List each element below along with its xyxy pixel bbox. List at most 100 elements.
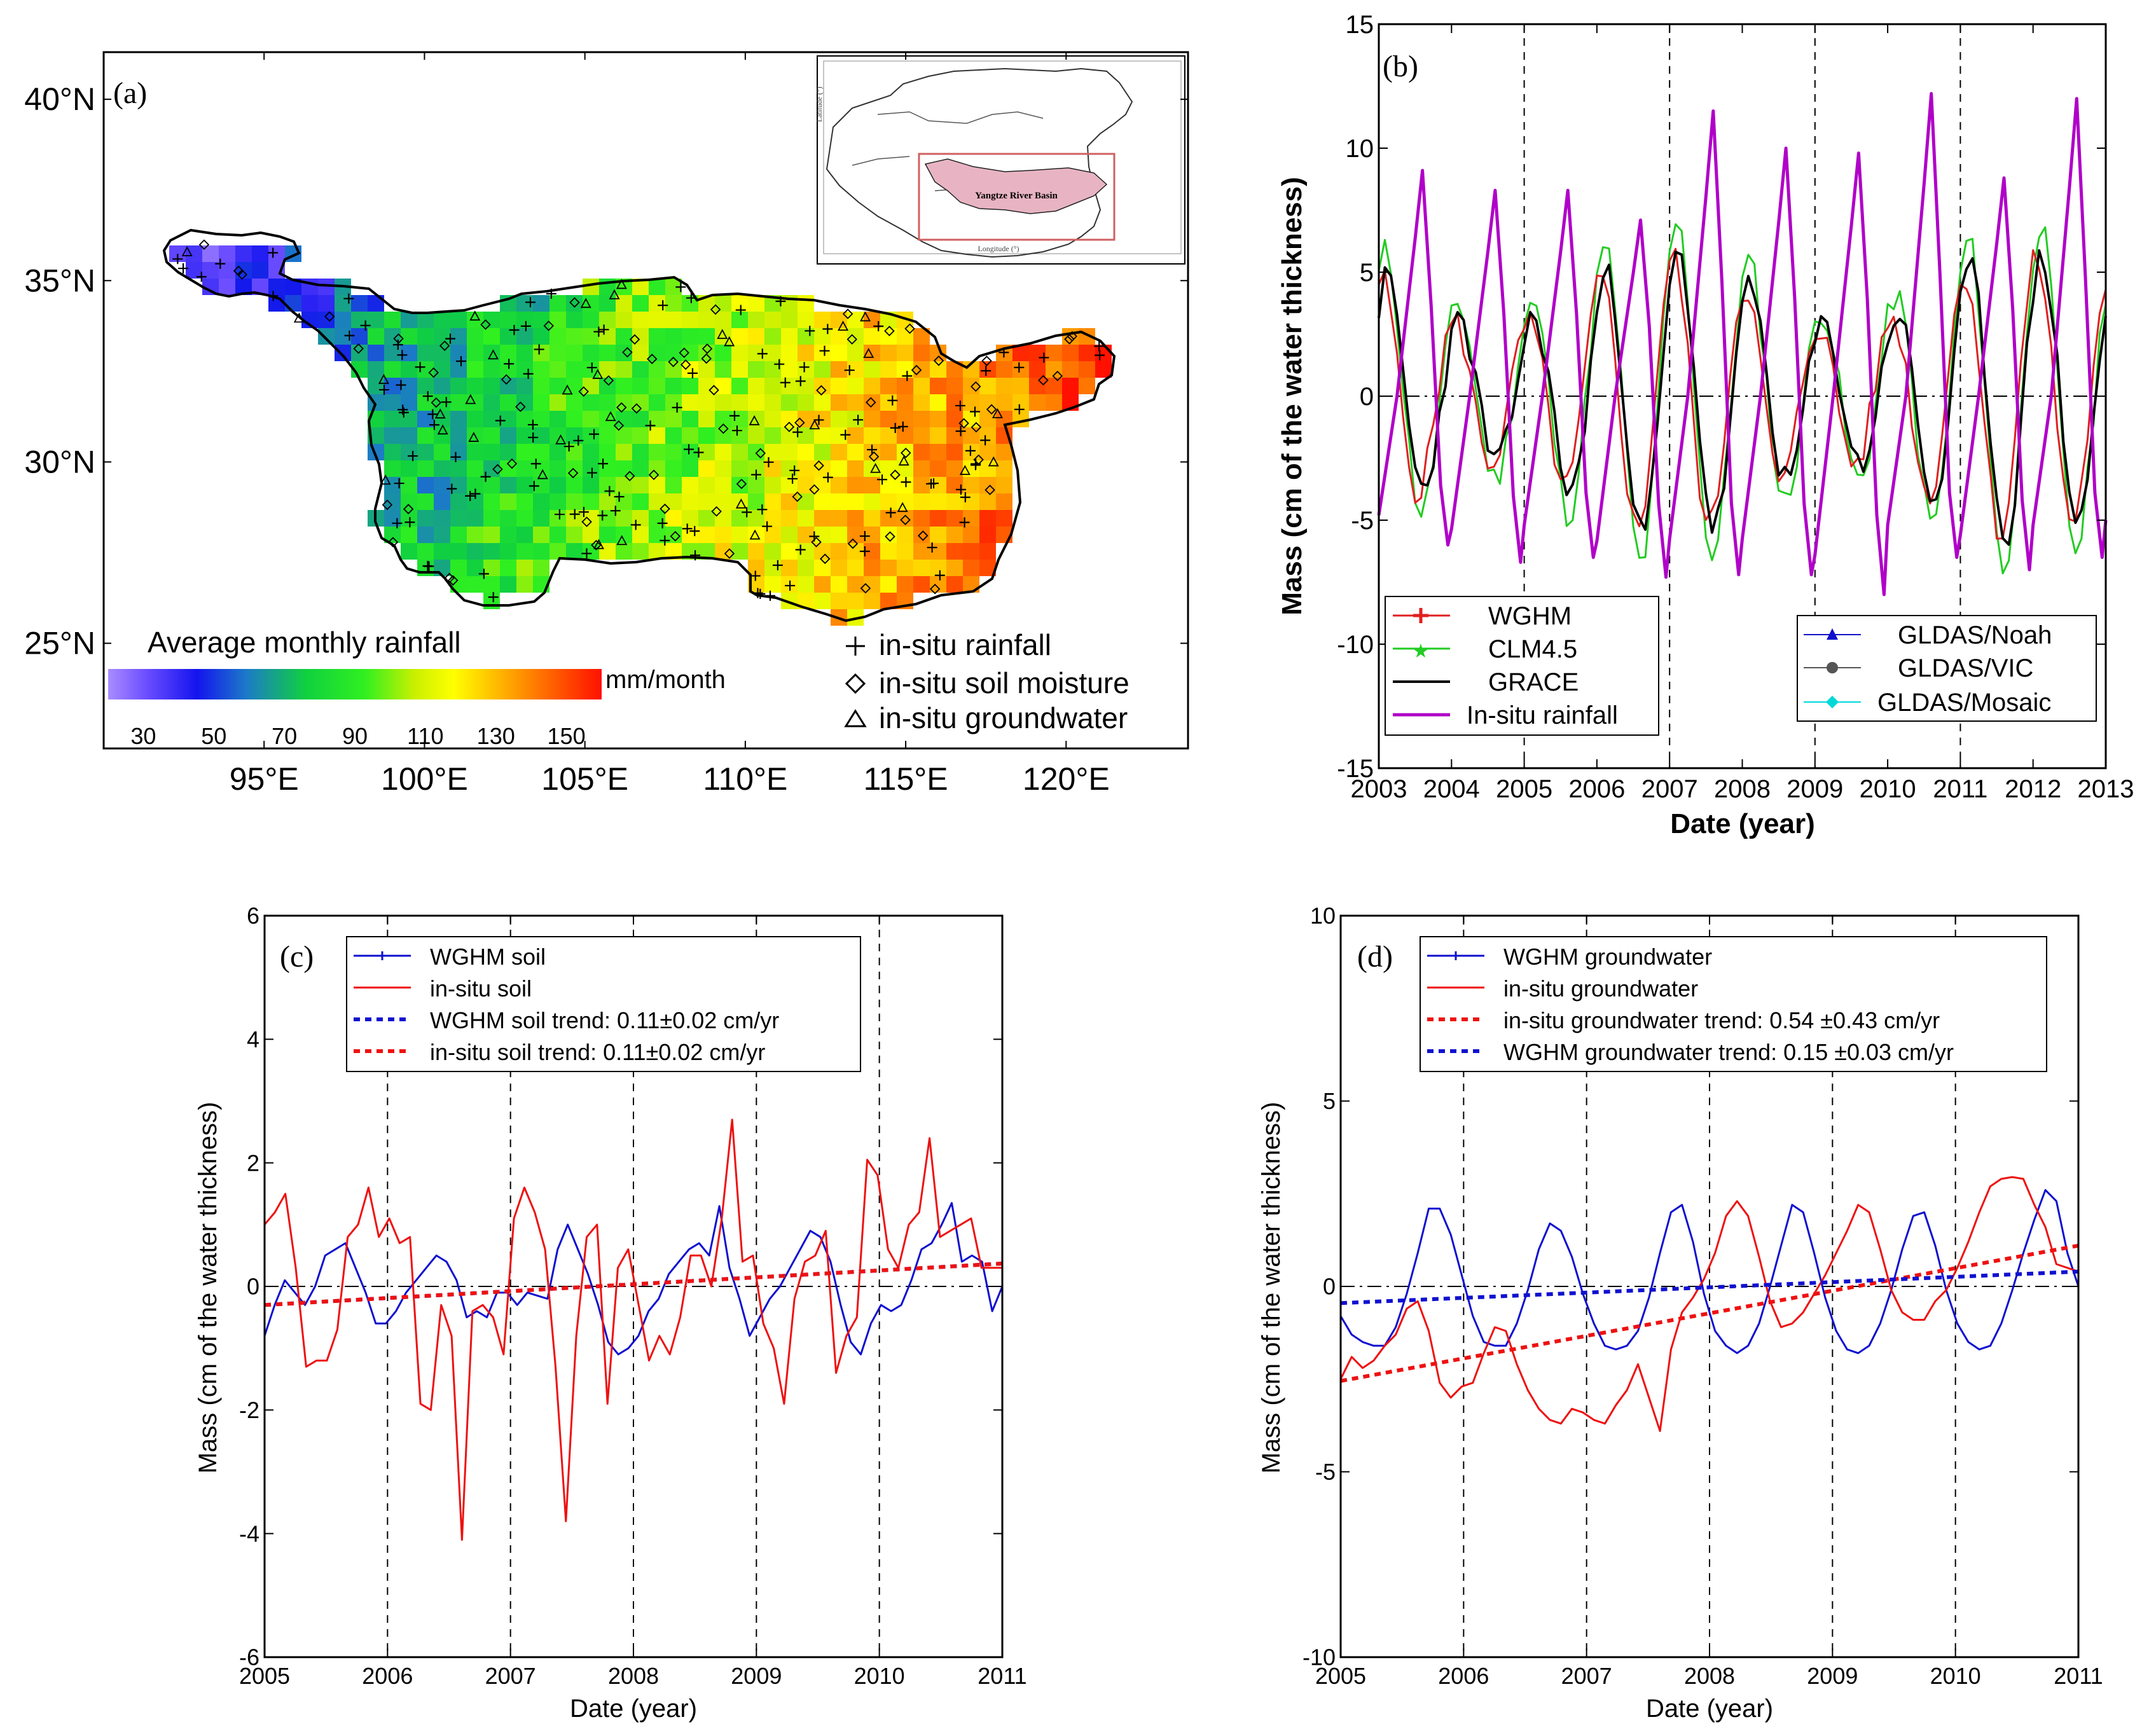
rainfall-station-marker (822, 472, 833, 483)
rainfall-cell (798, 427, 814, 444)
soil-station-marker (569, 297, 580, 308)
soil-station-marker (708, 385, 719, 396)
rainfall-station-marker (445, 333, 456, 344)
rainfall-cell (599, 427, 616, 444)
groundwater-station-marker (959, 465, 971, 475)
rainfall-cell (913, 543, 930, 560)
panel-a: Yangtze River Basin Latitude (°) Longitu… (24, 51, 1189, 797)
rainfall-cell (384, 493, 401, 510)
rainfall-cell (682, 378, 698, 394)
rainfall-cell (417, 543, 434, 560)
x-tick-label: 2010 (1860, 775, 1916, 803)
panel-c: 2005 2006 2007 2008 2009 2010 2011 -6 -4 -2 0 2 4 6 (… (194, 903, 1027, 1723)
rainfall-cell (1079, 345, 1095, 361)
rainfall-cell (566, 328, 583, 345)
rainfall-station-marker (520, 320, 531, 331)
soil-station-marker (911, 364, 922, 376)
rainfall-cell (649, 460, 665, 477)
rainfall-station-marker (750, 570, 761, 581)
colorbar-tick-label: 50 (201, 723, 226, 749)
panel-d-ticks: 2005 2006 2007 2008 2009 2010 2011 -10 -5 0 5 10 (1303, 903, 2103, 1689)
rainfall-cell (599, 527, 616, 543)
rainfall-cell (682, 477, 698, 493)
legend-insitu-groundwater: in-situ groundwater (879, 701, 1128, 734)
y-tick-label: 0 (1360, 383, 1374, 411)
rainfall-cell (814, 560, 831, 576)
rainfall-cell (417, 527, 434, 543)
groundwater-station-marker (537, 469, 548, 479)
rainfall-cell (516, 378, 533, 394)
rainfall-cell (715, 312, 731, 328)
x-tick-label: 2009 (1786, 775, 1843, 803)
soil-station-marker (382, 499, 393, 511)
rainfall-cell (649, 543, 665, 560)
soil-station-marker (860, 582, 871, 594)
legend-insitu-groundwater-d: in-situ groundwater (1503, 975, 1698, 1002)
rainfall-cell (599, 295, 616, 312)
rainfall-station-marker (392, 518, 403, 528)
x-tick-label: 2007 (1561, 1663, 1612, 1689)
rainfall-cell (467, 345, 483, 361)
rainfall-cell (401, 444, 417, 460)
rainfall-station-marker (598, 458, 609, 469)
rainfall-cell (583, 312, 599, 328)
soil-station-marker (981, 355, 992, 366)
rainfall-cell (616, 361, 632, 378)
rainfall-station-marker (578, 507, 589, 518)
rainfall-station-marker (795, 376, 806, 387)
legend-insitu-soil-c: in-situ soil (430, 975, 532, 1002)
rainfall-cell (880, 444, 897, 460)
groundwater-station-marker (293, 312, 305, 323)
rainfall-station-marker (441, 397, 452, 408)
rainfall-cell (616, 312, 632, 328)
rainfall-cell (401, 427, 417, 444)
rainfall-cell (632, 477, 649, 493)
panel-c-guides (265, 916, 1002, 1657)
rainfall-station-marker (429, 420, 439, 431)
rainfall-cell (698, 411, 715, 427)
rainfall-station-marker (735, 305, 746, 315)
rainfall-cell (583, 411, 599, 427)
rainfall-cell (483, 527, 500, 543)
panel-c-legend: WGHM soil in-situ soil WGHM soil trend: … (346, 936, 861, 1072)
rainfall-cell (847, 593, 864, 609)
rainfall-cell (963, 444, 979, 460)
soil-station-marker (701, 343, 713, 354)
soil-station-marker (809, 484, 820, 495)
soil-station-marker (865, 397, 876, 408)
rainfall-cell (417, 444, 434, 460)
rainfall-cell (417, 477, 434, 493)
rainfall-cell (616, 510, 632, 527)
inset-map: Yangtze River Basin Latitude (°) Longitu… (815, 55, 1185, 265)
rainfall-cell (566, 345, 583, 361)
rainfall-cell (1079, 378, 1095, 394)
rainfall-cell (814, 444, 831, 460)
rainfall-cell (401, 378, 417, 394)
rainfall-cell (186, 245, 202, 262)
rainfall-cell (616, 328, 632, 345)
rainfall-cell (599, 510, 616, 527)
rainfall-cell (798, 345, 814, 361)
rainfall-station-marker (955, 484, 966, 495)
rainfall-station-marker (927, 542, 937, 553)
rainfall-cell (434, 312, 450, 328)
legend-wghm-groundwater-trend: WGHM groundwater trend: 0.15 ±0.03 cm/yr (1503, 1039, 1954, 1065)
rainfall-cell (500, 477, 516, 493)
rainfall-cell (913, 444, 930, 460)
rainfall-cell (682, 394, 698, 411)
rainfall-cell (715, 427, 731, 444)
rainfall-station-marker (955, 426, 966, 437)
rainfall-cell (798, 560, 814, 576)
rainfall-cell (318, 328, 335, 345)
rainfall-cell (632, 328, 649, 345)
soil-station-marker (492, 464, 503, 475)
rainfall-station-marker (581, 548, 592, 559)
rainfall-cell (682, 493, 698, 510)
soil-station-marker (958, 418, 969, 429)
soil-station-marker (567, 467, 579, 479)
rainfall-station-marker (597, 510, 608, 521)
rainfall-cell (384, 444, 401, 460)
panel-c-xlabel: Date (year) (570, 1695, 697, 1723)
colorbar-tick-label: 90 (342, 723, 368, 749)
rainfall-cell (996, 378, 1012, 394)
